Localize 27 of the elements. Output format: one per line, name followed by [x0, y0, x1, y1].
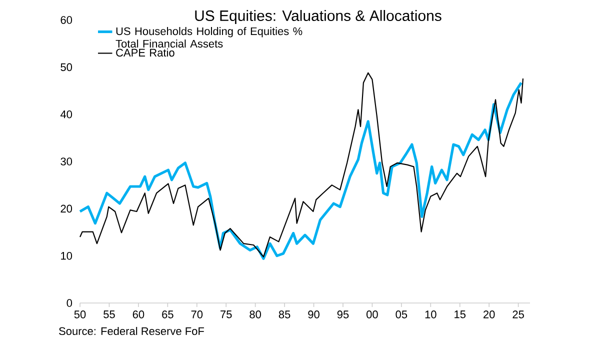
y-tick-label: 60: [60, 16, 72, 24]
y-tick-label: 30: [60, 158, 72, 166]
chart-title: US Equities: Valuations & Allocations: [195, 10, 442, 24]
x-tick-label: 65: [162, 310, 174, 318]
x-tick-label: 75: [220, 310, 232, 318]
y-tick-label: 50: [60, 63, 72, 72]
x-tick-label: 55: [104, 310, 115, 318]
x-tick-label: 95: [337, 310, 349, 318]
x-tick-label: 25: [512, 310, 524, 318]
legend-label: US Households Holding of Equities % Total Financial Assets: [116, 27, 302, 48]
x-tick-label: 60: [132, 310, 144, 318]
x-tick-label: 05: [396, 310, 408, 318]
legend-label: CAPE Ratio: [116, 48, 174, 57]
x-tick-label: 80: [250, 310, 261, 318]
y-tick-label: 0: [66, 299, 72, 307]
x-tick-label: 85: [278, 310, 290, 318]
x-tick-label: 70: [191, 310, 203, 318]
source-note: Source: Federal Reserve FoF: [59, 326, 204, 336]
y-tick-label: 40: [60, 110, 72, 118]
x-tick-label: 15: [454, 310, 466, 318]
x-tick-label: 90: [308, 310, 320, 318]
x-tick-label: 10: [425, 310, 436, 318]
x-tick-label: 50: [74, 310, 86, 318]
x-tick-label: 20: [484, 310, 495, 318]
y-tick-label: 20: [60, 204, 72, 213]
x-tick-label: 00: [366, 310, 378, 318]
y-tick-label: 10: [61, 252, 72, 260]
